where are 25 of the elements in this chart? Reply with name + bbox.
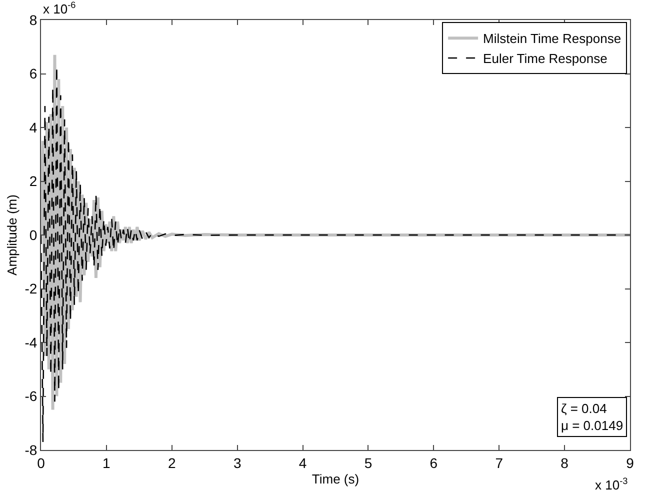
x-axis-title: Time (s) [312, 471, 360, 486]
y-tick-label: -6 [24, 388, 38, 404]
legend-label: Milstein Time Response [483, 31, 622, 46]
x-tick-label: 3 [233, 454, 242, 471]
y-tick-label: 8 [29, 12, 38, 28]
y-tick-label: -2 [24, 280, 38, 297]
text: x 10$^{-3}$ [595, 476, 628, 492]
x-tick-label: 9 [626, 454, 634, 471]
text: x 10$^{-6}$ [43, 0, 76, 16]
y-tick-label: -8 [24, 442, 38, 458]
x-tick-label: 6 [430, 454, 438, 471]
x-tick-label: 1 [102, 454, 111, 471]
annotation: ζ = 0.04 μ = 0.0149 [561, 401, 624, 433]
y-tick-label: 2 [29, 173, 38, 190]
legend-label: Euler Time Response [483, 51, 608, 66]
y-tick-label: 6 [29, 66, 38, 82]
y-axis-title: Amplitude (m) [4, 194, 20, 276]
x-tick-label: 2 [168, 454, 176, 471]
x-tick-label: 7 [495, 454, 504, 471]
y-tick-label: 4 [29, 119, 38, 136]
x-tick-label: 5 [364, 454, 372, 471]
x-tick-label: 4 [298, 454, 307, 471]
x-tick-label: 8 [560, 454, 569, 471]
y-tick-label: -4 [24, 334, 38, 350]
y-tick-label: 0 [29, 226, 38, 243]
